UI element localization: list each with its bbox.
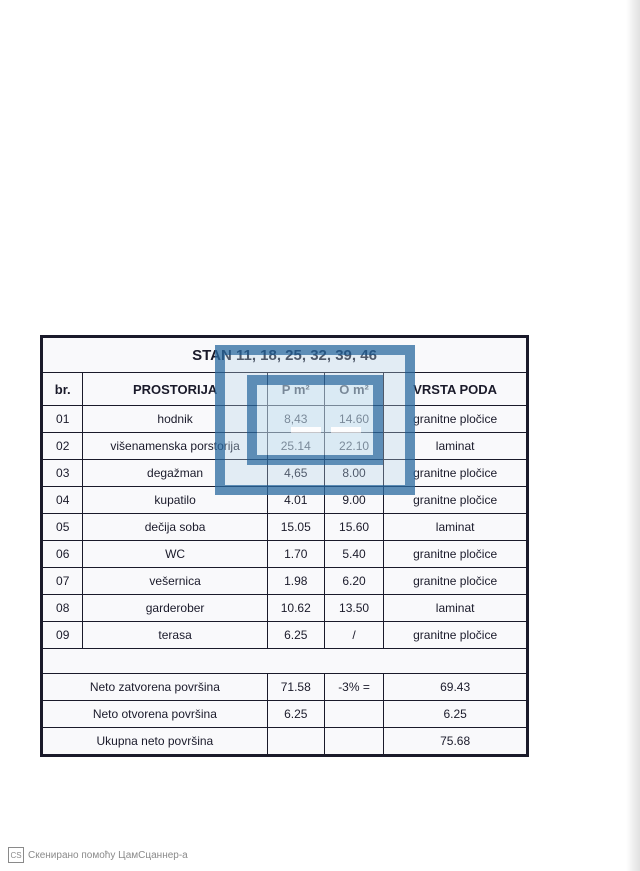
- table-row: 09terasa6.25/granitne pločice: [43, 622, 527, 649]
- cell-o: 9.00: [324, 487, 383, 514]
- cell-br: 08: [43, 595, 83, 622]
- cell-p: 1.98: [267, 568, 324, 595]
- summary-row: Ukupna neto površina 75.68: [43, 728, 527, 755]
- cell-br: 03: [43, 460, 83, 487]
- table-row: 01hodnik8,4314.60granitne pločice: [43, 406, 527, 433]
- summary-label: Neto otvorena površina: [43, 701, 268, 728]
- table-header-row: br. PROSTORIJA P m² O m² VRSTA PODA: [43, 373, 527, 406]
- scanner-footer-text: Скенирано помоћу ЦамСцаннер-а: [28, 850, 188, 861]
- cell-o: 22.10: [324, 433, 383, 460]
- summary-row: Neto zatvorena površina 71.58 -3% = 69.4…: [43, 674, 527, 701]
- cell-o: 15.60: [324, 514, 383, 541]
- cell-room: višenamenska porstorija: [83, 433, 267, 460]
- cell-type: granitne pločice: [384, 406, 527, 433]
- summary-val: 75.68: [384, 728, 527, 755]
- cell-type: laminat: [384, 433, 527, 460]
- summary-p: [267, 728, 324, 755]
- summary-val: 69.43: [384, 674, 527, 701]
- cell-room: vešernica: [83, 568, 267, 595]
- cell-type: granitne pločice: [384, 460, 527, 487]
- table-row: 07vešernica1.986.20granitne pločice: [43, 568, 527, 595]
- cell-type: granitne pločice: [384, 487, 527, 514]
- camscanner-icon: CS: [8, 847, 24, 863]
- cell-type: granitne pločice: [384, 541, 527, 568]
- cell-room: garderober: [83, 595, 267, 622]
- cell-room: hodnik: [83, 406, 267, 433]
- table-row: 03degažman4,658.00granitne pločice: [43, 460, 527, 487]
- cell-room: kupatilo: [83, 487, 267, 514]
- col-header-p: P m²: [267, 373, 324, 406]
- cell-br: 09: [43, 622, 83, 649]
- table-row: 04kupatilo4.019.00granitne pločice: [43, 487, 527, 514]
- cell-room: WC: [83, 541, 267, 568]
- cell-room: terasa: [83, 622, 267, 649]
- table-row: 05dečija soba15.0515.60laminat: [43, 514, 527, 541]
- apartment-table-container: STAN 11, 18, 25, 32, 39, 46 br. PROSTORI…: [40, 335, 529, 757]
- cell-p: 25.14: [267, 433, 324, 460]
- cell-br: 04: [43, 487, 83, 514]
- cell-o: 14.60: [324, 406, 383, 433]
- cell-br: 07: [43, 568, 83, 595]
- cell-o: 5.40: [324, 541, 383, 568]
- summary-label: Neto zatvorena površina: [43, 674, 268, 701]
- cell-o: 6.20: [324, 568, 383, 595]
- table-row: 06WC1.705.40granitne pločice: [43, 541, 527, 568]
- cell-p: 4.01: [267, 487, 324, 514]
- cell-type: granitne pločice: [384, 622, 527, 649]
- cell-o: 13.50: [324, 595, 383, 622]
- gap-cell: [43, 649, 527, 674]
- cell-type: laminat: [384, 514, 527, 541]
- scanned-page: STAN 11, 18, 25, 32, 39, 46 br. PROSTORI…: [0, 0, 640, 871]
- col-header-o: O m²: [324, 373, 383, 406]
- table-row: 02višenamenska porstorija25.1422.10lamin…: [43, 433, 527, 460]
- table-row: 08garderober10.6213.50laminat: [43, 595, 527, 622]
- cell-br: 05: [43, 514, 83, 541]
- summary-p: 6.25: [267, 701, 324, 728]
- table-title: STAN 11, 18, 25, 32, 39, 46: [43, 338, 527, 373]
- cell-o: /: [324, 622, 383, 649]
- summary-label: Ukupna neto površina: [43, 728, 268, 755]
- cell-o: 8.00: [324, 460, 383, 487]
- apartment-table: STAN 11, 18, 25, 32, 39, 46 br. PROSTORI…: [42, 337, 527, 755]
- col-header-br: br.: [43, 373, 83, 406]
- cell-p: 6.25: [267, 622, 324, 649]
- table-gap-row: [43, 649, 527, 674]
- cell-p: 8,43: [267, 406, 324, 433]
- summary-val: 6.25: [384, 701, 527, 728]
- cell-br: 02: [43, 433, 83, 460]
- cell-br: 06: [43, 541, 83, 568]
- summary-o: [324, 701, 383, 728]
- cell-br: 01: [43, 406, 83, 433]
- col-header-type: VRSTA PODA: [384, 373, 527, 406]
- cell-type: granitne pločice: [384, 568, 527, 595]
- summary-o: -3% =: [324, 674, 383, 701]
- cell-p: 4,65: [267, 460, 324, 487]
- cell-p: 15.05: [267, 514, 324, 541]
- cell-room: dečija soba: [83, 514, 267, 541]
- cell-p: 1.70: [267, 541, 324, 568]
- summary-o: [324, 728, 383, 755]
- col-header-room: PROSTORIJA: [83, 373, 267, 406]
- scan-shadow-edge: [626, 0, 640, 871]
- cell-room: degažman: [83, 460, 267, 487]
- table-title-row: STAN 11, 18, 25, 32, 39, 46: [43, 338, 527, 373]
- summary-p: 71.58: [267, 674, 324, 701]
- summary-row: Neto otvorena površina 6.25 6.25: [43, 701, 527, 728]
- cell-p: 10.62: [267, 595, 324, 622]
- cell-type: laminat: [384, 595, 527, 622]
- scanner-footer: CS Скенирано помоћу ЦамСцаннер-а: [8, 847, 188, 863]
